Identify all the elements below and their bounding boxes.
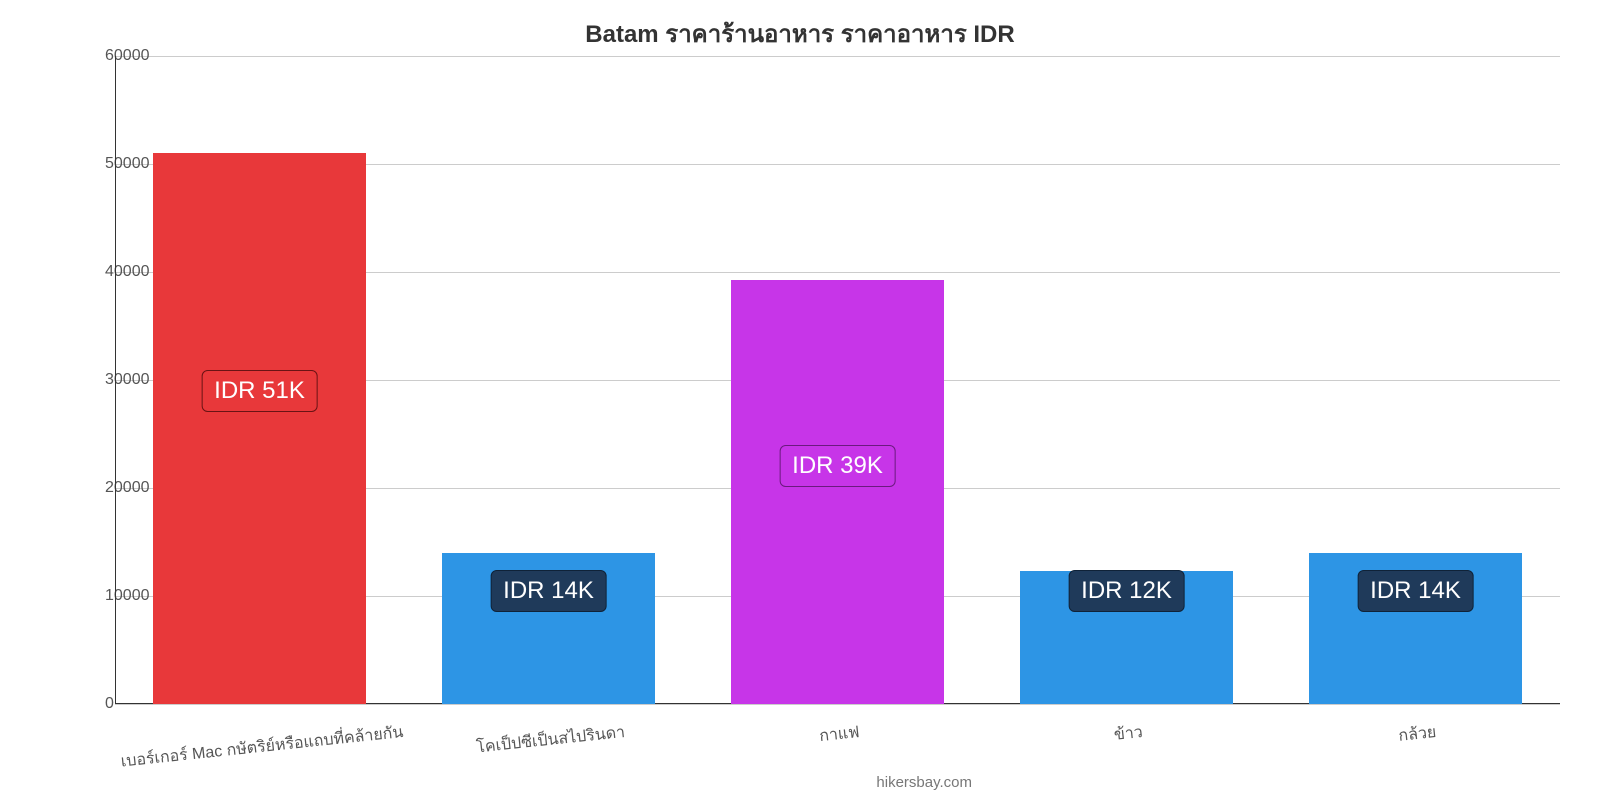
grid-line (115, 56, 1560, 57)
x-tick-label: ข้าว (1112, 720, 1143, 748)
bar (153, 153, 367, 704)
value-badge: IDR 14K (1357, 570, 1474, 612)
x-tick-label: กล้วย (1397, 720, 1437, 749)
y-axis (115, 56, 116, 704)
bar (731, 280, 945, 704)
value-badge: IDR 51K (201, 370, 318, 412)
value-badge: IDR 39K (779, 445, 896, 487)
grid-line (115, 704, 1560, 705)
x-tick-label: เบอร์เกอร์ Mac กษัตริย์หรือแถบที่คล้ายกั… (119, 720, 404, 775)
value-badge: IDR 14K (490, 570, 607, 612)
x-tick-label: กาแฟ (818, 720, 861, 749)
attribution-text: hikersbay.com (876, 774, 972, 791)
plot-area: 0100002000030000400005000060000เบอร์เกอร… (115, 56, 1560, 704)
price-bar-chart: Batam ราคาร้านอาหาร ราคาอาหาร IDR 010000… (0, 0, 1600, 800)
x-tick-label: โคเป็ปซีเป็นสไปรินดา (475, 720, 626, 760)
chart-title: Batam ราคาร้านอาหาร ราคาอาหาร IDR (0, 14, 1600, 53)
value-badge: IDR 12K (1068, 570, 1185, 612)
